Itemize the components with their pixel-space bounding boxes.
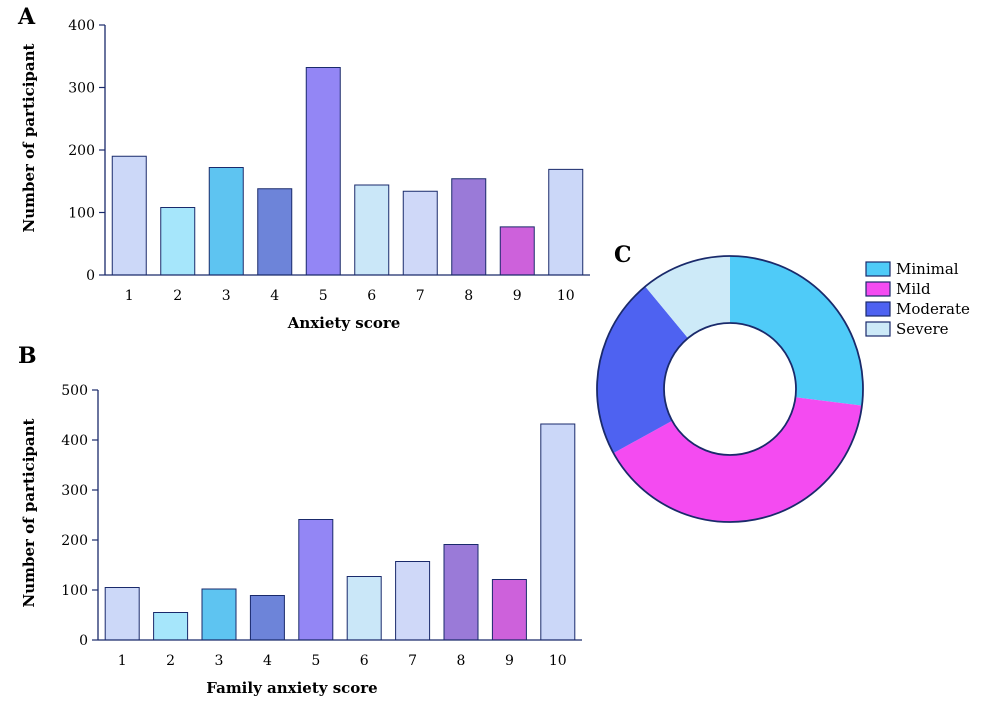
bar-6: [346, 576, 382, 641]
donut-slice-minimal: [730, 256, 863, 406]
legend-swatch-mild: [865, 281, 891, 297]
legend-label-minimal: Minimal: [896, 260, 959, 278]
bar-10: [548, 168, 584, 276]
x-tick-label: 7: [416, 288, 425, 304]
legend-label-moderate: Moderate: [896, 300, 970, 318]
y-tick-label: 500: [61, 383, 88, 399]
x-tick-label: 2: [173, 288, 182, 304]
bar-9: [491, 579, 527, 641]
y-tick-label: 300: [61, 483, 88, 499]
chart-a-x-label: Anxiety score: [287, 314, 401, 332]
x-tick-label: 6: [367, 288, 376, 304]
bar-10: [540, 423, 576, 641]
chart-a: A 0 100 200 300 400 1 2 3 4 5 6 7 8 9 10 Anxiety scor…: [17, 4, 590, 332]
y-tick-label: 0: [79, 633, 88, 649]
legend-swatch-severe: [865, 321, 891, 337]
x-tick-label: 5: [311, 653, 320, 669]
y-tick-label: 300: [68, 81, 95, 97]
panel-letter-c: C: [614, 242, 632, 268]
chart-b: B 0 100 200 300 400 500 1 2 3 4 5 6 7 8 9 10 Family an…: [18, 343, 582, 697]
bar-4: [249, 595, 285, 641]
chart-b-x-ticks: 1 2 3 4 5 6 7 8 9 10: [118, 653, 567, 669]
x-tick-label: 9: [505, 653, 514, 669]
donut-slice-severe: [645, 256, 730, 339]
donut-outer-ring: [596, 255, 864, 523]
x-tick-label: 4: [270, 288, 279, 304]
bar-3: [208, 167, 244, 276]
x-tick-label: 8: [464, 288, 473, 304]
bar-4: [257, 188, 293, 276]
x-tick-label: 1: [118, 653, 127, 669]
donut-slice-mild: [613, 397, 862, 522]
x-tick-label: 4: [263, 653, 272, 669]
chart-a-x-ticks: 1 2 3 4 5 6 7 8 9 10: [125, 288, 575, 304]
x-tick-label: 7: [408, 653, 417, 669]
bar-1: [104, 587, 140, 641]
panel-letter-a: A: [17, 4, 36, 30]
bar-5: [298, 519, 334, 641]
x-tick-label: 3: [222, 288, 231, 304]
x-tick-label: 3: [215, 653, 224, 669]
bar-5: [305, 67, 341, 276]
bar-1: [111, 155, 147, 276]
chart-c: C Minimal Mild Moderate Severe: [596, 242, 970, 523]
chart-a-bars: [111, 67, 584, 276]
chart-b-x-label: Family anxiety score: [206, 679, 377, 697]
bar-3: [201, 588, 237, 641]
legend-label-severe: Severe: [896, 320, 949, 338]
y-tick-label: 0: [86, 268, 95, 284]
x-tick-label: 10: [549, 653, 567, 669]
y-tick-label: 200: [61, 533, 88, 549]
x-tick-label: 10: [557, 288, 575, 304]
legend-label-mild: Mild: [896, 280, 931, 298]
donut-legend: Minimal Mild Moderate Severe: [865, 260, 970, 338]
y-tick-label: 400: [68, 18, 95, 34]
bar-9: [499, 226, 535, 276]
panel-letter-b: B: [18, 343, 37, 369]
bar-8: [451, 178, 487, 276]
x-tick-label: 1: [125, 288, 134, 304]
bar-7: [395, 561, 431, 641]
x-tick-label: 2: [166, 653, 175, 669]
y-tick-label: 400: [61, 433, 88, 449]
donut-chart: [596, 255, 864, 523]
legend-swatch-moderate: [865, 301, 891, 317]
y-tick-label: 100: [68, 206, 95, 222]
chart-b-y-ticks: 0 100 200 300 400 500: [61, 383, 98, 649]
chart-a-y-label: Number of participant: [20, 43, 38, 232]
chart-b-y-label: Number of participant: [20, 418, 38, 607]
x-tick-label: 6: [360, 653, 369, 669]
bar-7: [402, 190, 438, 276]
x-tick-label: 8: [457, 653, 466, 669]
chart-a-y-ticks: 0 100 200 300 400: [68, 18, 105, 284]
bar-6: [354, 184, 390, 276]
legend-swatch-minimal: [865, 261, 891, 277]
donut-inner-ring: [663, 322, 797, 456]
y-tick-label: 200: [68, 143, 95, 159]
x-tick-label: 5: [319, 288, 328, 304]
y-tick-label: 100: [61, 583, 88, 599]
bar-8: [443, 544, 479, 641]
x-tick-label: 9: [513, 288, 522, 304]
chart-b-bars: [104, 423, 576, 641]
bar-2: [160, 207, 196, 276]
bar-2: [153, 612, 189, 641]
donut-slice-moderate: [597, 286, 688, 454]
